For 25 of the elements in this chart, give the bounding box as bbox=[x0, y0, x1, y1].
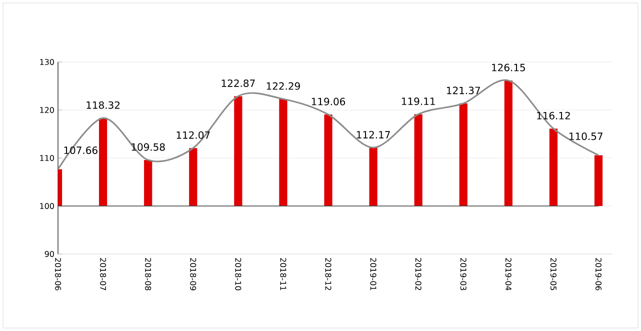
data-label: 126.15 bbox=[492, 64, 525, 72]
bar bbox=[144, 160, 152, 206]
bar bbox=[504, 80, 512, 206]
bar bbox=[414, 114, 422, 206]
data-label: 112.17 bbox=[356, 130, 390, 138]
bar bbox=[369, 148, 378, 206]
data-label: 122.87 bbox=[222, 79, 255, 88]
bar bbox=[98, 118, 108, 206]
bar bbox=[594, 155, 603, 206]
data-label: 107.66 bbox=[64, 146, 98, 154]
bar bbox=[549, 128, 558, 206]
bar bbox=[189, 148, 198, 206]
data-label: 119.06 bbox=[312, 98, 346, 106]
data-label: 122.29 bbox=[266, 82, 300, 90]
data-label: 116.12 bbox=[537, 112, 570, 120]
bar bbox=[459, 103, 468, 206]
data-label: 119.11 bbox=[402, 98, 435, 106]
bar bbox=[279, 99, 288, 206]
data-label: 118.32 bbox=[86, 101, 120, 109]
data-label: 121.37 bbox=[447, 86, 480, 94]
bar bbox=[234, 96, 242, 206]
data-label: 112.07 bbox=[176, 131, 210, 139]
data-label: 110.57 bbox=[570, 132, 602, 140]
bar bbox=[324, 114, 332, 206]
data-label: 109.58 bbox=[132, 143, 165, 151]
